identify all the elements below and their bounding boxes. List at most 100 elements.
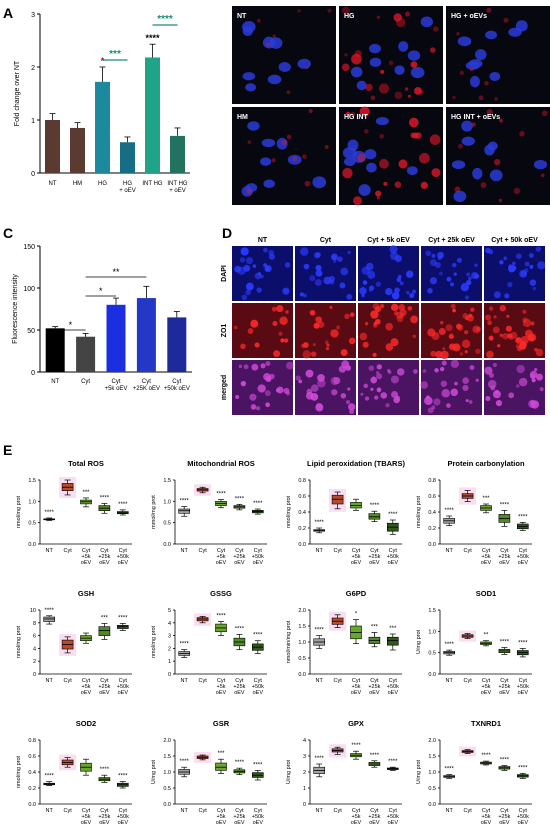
cell-signal <box>256 406 261 411</box>
cell-signal <box>317 379 326 388</box>
significance-mark: *** <box>389 626 397 632</box>
y-tick-label: 8 <box>33 621 36 627</box>
significance-label: *** <box>109 49 121 60</box>
fluorescence-signal <box>414 87 422 95</box>
cell-signal <box>282 287 290 295</box>
cell-signal <box>390 338 399 347</box>
y-tick-label: 1.0 <box>163 499 171 505</box>
x-tick-label: NT <box>46 548 54 554</box>
nucleus <box>262 36 276 49</box>
cell-signal <box>487 379 497 389</box>
y-tick-label: 1.0 <box>28 499 36 505</box>
x-tick-label: NT <box>46 808 54 814</box>
cell-signal <box>326 343 330 347</box>
cell-signal <box>489 306 494 311</box>
nucleus <box>475 49 487 61</box>
x-tick-label: HG + oEV <box>119 181 136 194</box>
y-tick-label: 0.4 <box>28 770 36 776</box>
x-tick-label: Cyt <box>198 678 207 684</box>
x-tick-label: Cyt +25k oEV <box>368 678 380 696</box>
fluorescence-signal <box>272 34 276 38</box>
x-tick-label: NT <box>181 548 189 554</box>
cell-signal <box>446 403 451 408</box>
cell-signal <box>448 333 454 339</box>
cell-signal <box>268 253 276 260</box>
cell-signal <box>393 396 400 404</box>
cell-signal <box>344 313 350 320</box>
y-tick-label: 1.5 <box>28 478 36 484</box>
fluorescence-signal <box>480 182 487 189</box>
y-tick-label: 1 <box>303 786 306 792</box>
cell-signal <box>493 291 501 299</box>
y-tick-label: 3 <box>303 754 306 760</box>
y-tick-label: 1.5 <box>298 624 306 630</box>
x-tick-label: Cyt +50k oEV <box>387 678 399 696</box>
cell-signal <box>347 403 356 411</box>
micrograph-tile <box>484 246 545 301</box>
x-tick-label: Cyt +50k oEV <box>517 548 529 566</box>
cell-signal <box>348 337 356 345</box>
cell-signal <box>263 247 268 253</box>
micrograph-label: NT <box>237 13 247 20</box>
fluorescence-signal <box>394 181 402 188</box>
cell-signal <box>238 364 243 369</box>
fluorescence-signal <box>452 95 456 100</box>
x-tick-label: Cyt +25k oEV <box>98 548 110 566</box>
fluorescence-signal <box>354 50 362 58</box>
cell-signal <box>466 314 475 322</box>
cell-signal <box>286 361 294 370</box>
cell-signal <box>530 321 535 326</box>
cell-signal <box>299 292 304 297</box>
nucleus <box>457 36 472 47</box>
cell-signal <box>452 343 461 352</box>
fluorescence-signal <box>429 47 436 53</box>
x-tick-label: Cyt +25k oEV <box>98 808 110 826</box>
y-tick-label: 1 <box>168 659 171 665</box>
cell-signal <box>405 270 414 278</box>
cell-signal <box>280 338 285 343</box>
significance-mark: ** <box>484 633 489 639</box>
cell-signal <box>235 395 240 400</box>
cell-signal <box>298 379 303 384</box>
cell-signal <box>254 272 262 280</box>
cell-signal <box>453 272 457 276</box>
significance-label: * <box>99 286 103 296</box>
cell-signal <box>420 381 429 389</box>
y-tick-label: 0.6 <box>298 494 306 500</box>
cell-signal <box>516 384 520 388</box>
x-tick-label: Cyt +5k oEV <box>351 678 362 696</box>
panel-letter-a: A <box>3 5 13 21</box>
x-tick-label: Cyt <box>198 808 207 814</box>
fluorescence-signal <box>458 143 463 149</box>
cell-signal <box>330 329 339 338</box>
y-axis-label: U/mg prot <box>151 759 157 784</box>
y-tick-label: 1.5 <box>163 478 171 484</box>
x-tick-label: HG <box>98 181 107 187</box>
x-tick-label: HM <box>73 181 82 187</box>
cell-signal <box>484 314 491 321</box>
cell-signal <box>285 391 291 396</box>
x-tick-label: NT <box>51 379 59 385</box>
cell-signal <box>440 350 449 360</box>
nucleus <box>358 184 371 197</box>
x-tick-label: Cyt <box>333 678 342 684</box>
y-tick-label: 0.0 <box>163 542 171 548</box>
row-label: ZO1 <box>221 324 228 338</box>
cell-signal <box>349 409 355 415</box>
cell-signal <box>385 322 394 331</box>
nucleus <box>489 169 503 182</box>
micrograph-tile <box>232 303 293 358</box>
fluorescence-signal <box>412 132 419 139</box>
x-tick-label: Cyt +50k oEV <box>387 548 399 566</box>
boxplot-title: SOD2 <box>76 719 96 728</box>
y-tick-label: 2 <box>33 659 36 665</box>
fluorescence-signal <box>378 83 390 94</box>
cell-signal <box>434 368 439 373</box>
cell-signal <box>391 291 400 300</box>
cell-signal <box>346 294 353 300</box>
cell-signal <box>445 324 453 332</box>
cell-signal <box>265 361 271 367</box>
cell-signal <box>385 287 393 296</box>
y-tick-label: 0 <box>31 370 35 377</box>
significance-mark: **** <box>518 514 528 520</box>
